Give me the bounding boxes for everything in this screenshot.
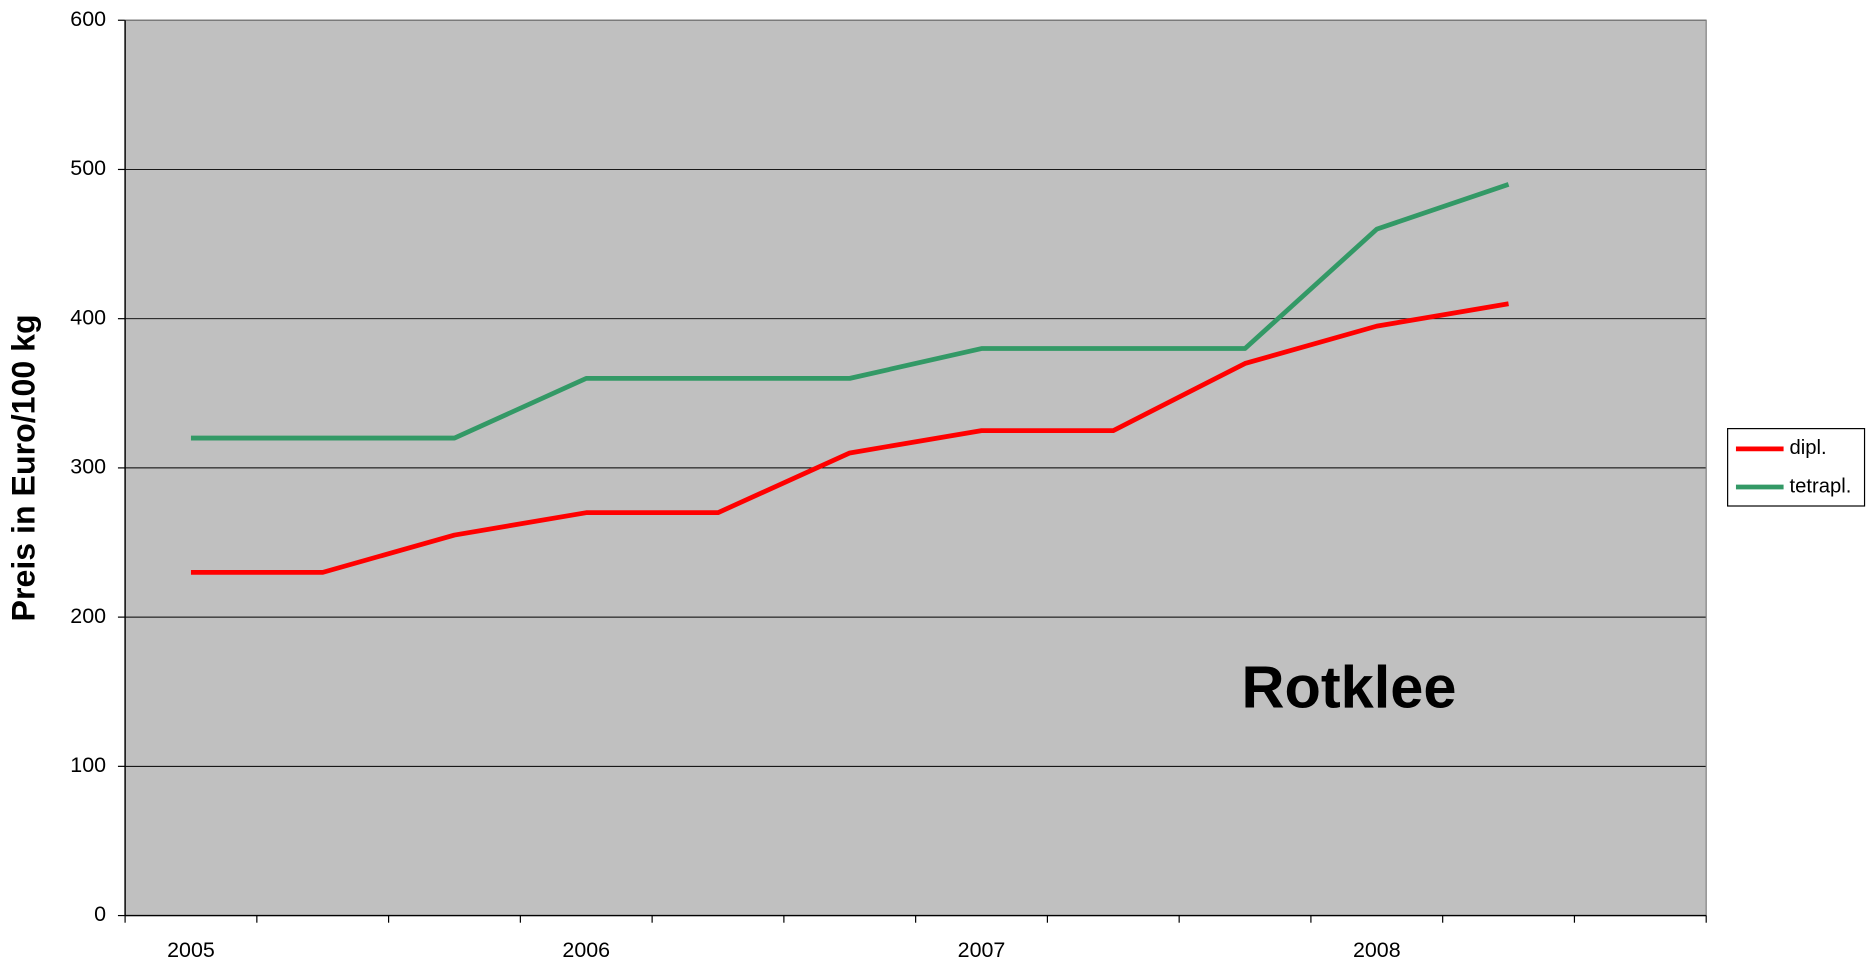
legend-label: tetrapl. <box>1790 475 1852 497</box>
y-tick-label: 400 <box>70 305 106 329</box>
y-axis-title: Preis in Euro/100 kg <box>6 314 42 621</box>
data-line <box>190 182 1510 441</box>
x-tick-label: 2008 <box>1353 938 1401 962</box>
y-tick-label: 300 <box>70 455 106 479</box>
x-tick-label: 2007 <box>958 938 1006 962</box>
annotation: Rotklee <box>1242 653 1457 720</box>
x-tick-label: 2005 <box>167 938 215 962</box>
legend-label: dipl. <box>1790 437 1827 459</box>
y-tick-label: 500 <box>70 156 106 180</box>
y-tick-label: 100 <box>70 753 106 777</box>
data-line <box>190 301 1509 575</box>
x-tick-label: 2006 <box>562 938 610 962</box>
y-tick-label: 600 <box>70 7 106 31</box>
y-tick-label: 0 <box>94 902 106 926</box>
legend-box <box>1727 428 1866 507</box>
y-tick-label: 200 <box>70 604 106 628</box>
